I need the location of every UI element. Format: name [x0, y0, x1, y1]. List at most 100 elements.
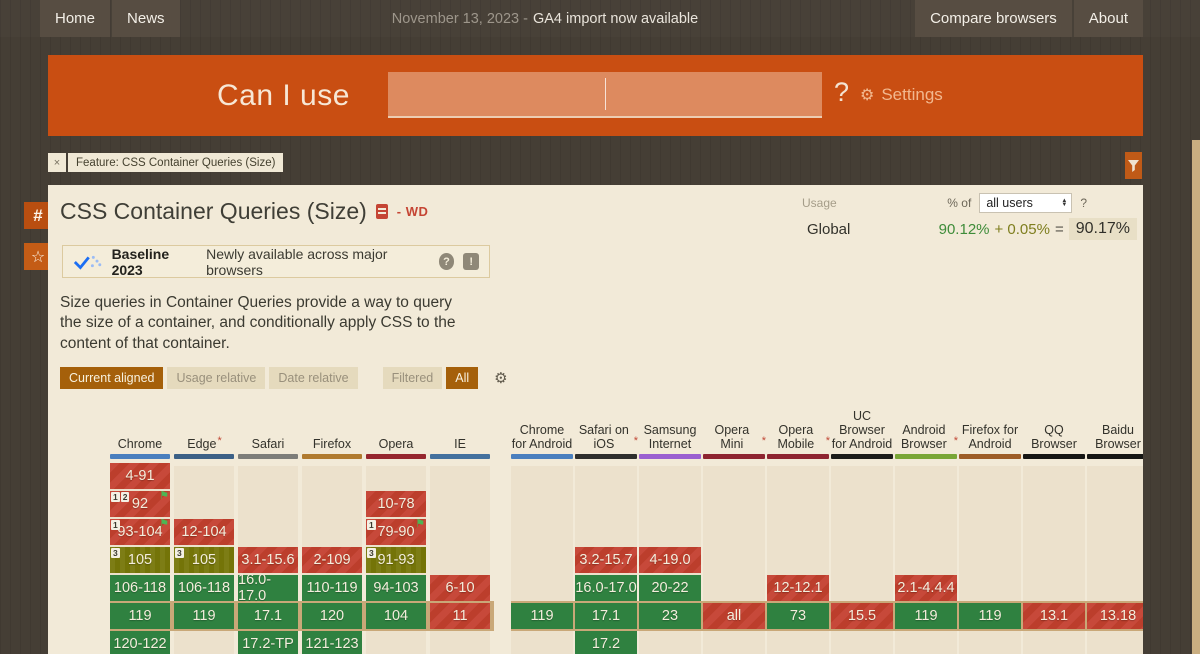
browser-color-bar [430, 454, 490, 459]
remove-feature-filter-button[interactable]: × [48, 153, 66, 172]
baseline-feedback-icon[interactable]: ! [463, 253, 479, 270]
toolbar-button-filtered[interactable]: Filtered [383, 367, 443, 389]
support-cell[interactable]: 121-123 [302, 631, 362, 654]
support-cell[interactable]: 120-122 [110, 631, 170, 654]
site-logo[interactable]: Can I use [217, 79, 350, 113]
support-cell[interactable]: 16.0-17.0 [575, 575, 637, 601]
filter-button[interactable] [1125, 152, 1142, 179]
support-cell[interactable]: 10-78 [366, 491, 426, 517]
empty-cell [238, 491, 298, 517]
scrollbar-track[interactable] [1192, 140, 1200, 654]
browser-column-header: Safari on iOS* [575, 400, 637, 459]
version-range: 11 [452, 608, 467, 624]
support-cell[interactable]: 16.0-17.0 [238, 575, 298, 601]
support-cell[interactable]: 4-19.0 [639, 547, 701, 573]
empty-cell [1023, 575, 1085, 601]
empty-cell [511, 519, 573, 545]
empty-cell [767, 491, 829, 517]
support-cell[interactable]: 6-10 [430, 575, 490, 601]
version-range: 2.1-4.4.4 [897, 580, 954, 596]
empty-cell [430, 491, 490, 517]
browser-column-header: Firefox [302, 400, 362, 459]
browser-column-header: IE [430, 400, 490, 459]
support-cell[interactable]: 73 [767, 603, 829, 629]
support-cell[interactable]: 15.5 [831, 603, 893, 629]
version-range: 120 [320, 608, 344, 624]
browser-column-header: Edge* [174, 400, 234, 459]
support-cell[interactable]: 119 [511, 603, 573, 629]
empty-cell [238, 519, 298, 545]
support-cell[interactable]: 17.2-TP [238, 631, 298, 654]
baseline-help-icon[interactable]: ? [439, 253, 455, 270]
support-cell[interactable]: 119 [959, 603, 1021, 629]
toolbar-button-current-aligned[interactable]: Current aligned [60, 367, 163, 389]
search-input[interactable] [388, 72, 822, 118]
support-cell[interactable]: 1053 [174, 547, 234, 573]
support-cell[interactable]: 3.2-15.7 [575, 547, 637, 573]
version-row [511, 491, 1143, 517]
usage-label: Usage [802, 196, 837, 210]
spec-document-icon[interactable] [376, 204, 388, 219]
empty-cell [238, 463, 298, 489]
usage-help-link[interactable]: ? [1080, 196, 1087, 210]
empty-cell [959, 547, 1021, 573]
support-cell[interactable]: 119 [110, 603, 170, 629]
view-toolbar: Current alignedUsage relativeDate relati… [60, 367, 508, 389]
support-cell[interactable]: 79-901⚑ [366, 519, 426, 545]
toolbar-button-usage-relative[interactable]: Usage relative [167, 367, 265, 389]
support-cell[interactable]: 119 [174, 603, 234, 629]
support-cell[interactable]: 120 [302, 603, 362, 629]
browser-column-header: Opera [366, 400, 426, 459]
support-cell[interactable]: 20-22 [639, 575, 701, 601]
support-cell[interactable]: 106-118 [110, 575, 170, 601]
current-version-row: 11917.123all7315.511911913.113.183.0-3.1 [511, 601, 1143, 631]
empty-cell [831, 631, 893, 654]
gear-icon: ⚙ [860, 85, 874, 105]
usage-source-select[interactable]: all users ▲▼ [979, 193, 1072, 213]
empty-cell [703, 491, 765, 517]
browser-color-bar [110, 454, 170, 459]
empty-cell [430, 631, 490, 654]
support-cell[interactable]: 104 [366, 603, 426, 629]
support-cell[interactable]: 23 [639, 603, 701, 629]
search-help-link[interactable]: ? [834, 77, 849, 108]
about-button[interactable]: About [1074, 0, 1143, 37]
baseline-check-icon [73, 253, 103, 271]
toolbar-button-date-relative[interactable]: Date relative [269, 367, 357, 389]
note-badges: 3 [367, 548, 376, 558]
support-cell[interactable]: 17.1 [575, 603, 637, 629]
compare-browsers-button[interactable]: Compare browsers [915, 0, 1072, 37]
version-range: 3.1-15.6 [241, 552, 294, 568]
support-cell[interactable]: 2.1-4.4.4 [895, 575, 957, 601]
support-cell[interactable]: 9212⚑ [110, 491, 170, 517]
support-cell[interactable]: 91-933 [366, 547, 426, 573]
table-settings-gear-icon[interactable]: ⚙ [494, 369, 507, 387]
support-cell[interactable]: 106-118 [174, 575, 234, 601]
version-row: 3.2-15.74-19.0 [511, 547, 1143, 573]
support-cell[interactable]: 12-12.1 [767, 575, 829, 601]
support-cell[interactable]: 17.1 [238, 603, 298, 629]
support-cell[interactable]: 93-1041⚑ [110, 519, 170, 545]
version-range: 17.1 [592, 608, 620, 624]
spec-status[interactable]: - WD [397, 204, 429, 219]
support-cell[interactable]: 94-103 [366, 575, 426, 601]
support-cell[interactable]: 1053 [110, 547, 170, 573]
support-cell[interactable]: 119 [895, 603, 957, 629]
support-cell[interactable]: 12-104 [174, 519, 234, 545]
support-cell[interactable]: 13.1 [1023, 603, 1085, 629]
version-range: 106-118 [114, 580, 166, 596]
support-cell[interactable]: 2-109 [302, 547, 362, 573]
note-badges: 12 [111, 492, 129, 502]
support-cell[interactable]: 11 [430, 603, 490, 629]
support-cell[interactable]: 13.18 [1087, 603, 1143, 629]
support-cell[interactable]: 3.1-15.6 [238, 547, 298, 573]
settings-button[interactable]: ⚙ Settings [860, 85, 943, 105]
support-cell[interactable]: 4-91 [110, 463, 170, 489]
empty-cell [575, 519, 637, 545]
support-cell[interactable]: 17.2 [575, 631, 637, 654]
support-cell[interactable]: 110-119 [302, 575, 362, 601]
toolbar-button-all[interactable]: All [446, 367, 478, 389]
support-cell[interactable]: all [703, 603, 765, 629]
browser-column-header: Chrome for Android [511, 400, 573, 459]
empty-cell [767, 631, 829, 654]
